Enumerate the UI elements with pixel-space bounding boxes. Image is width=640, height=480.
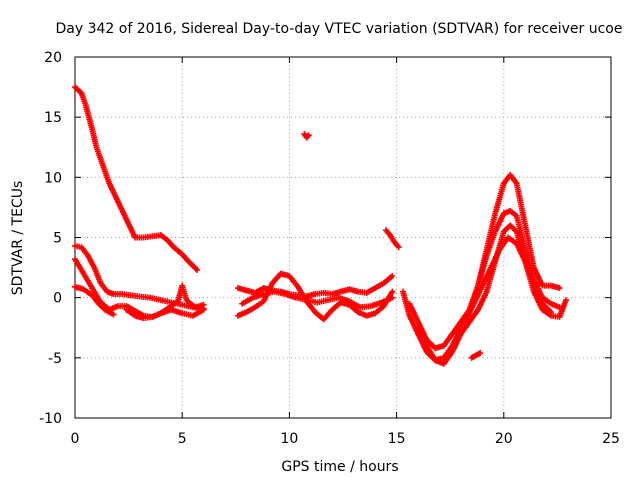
data-point <box>305 132 312 139</box>
data-point <box>556 285 563 292</box>
series-track-h <box>239 288 396 311</box>
x-tick-label: 0 <box>71 431 80 447</box>
y-tick-label: -10 <box>39 411 62 427</box>
data-point <box>395 244 402 251</box>
y-axis-label: SDTVAR / TECUs <box>10 181 26 296</box>
data-point <box>389 273 396 280</box>
axis-ticks: 0 5 10 15 20 25 -10 -5 0 5 10 15 20 <box>39 50 620 447</box>
series-track-j <box>382 227 402 251</box>
y-tick-label: 0 <box>53 291 62 307</box>
data-point <box>200 301 207 308</box>
y-tick-label: -5 <box>48 351 62 367</box>
series-track-e <box>123 282 207 322</box>
x-tick-label: 25 <box>602 431 620 447</box>
x-tick-label: 20 <box>495 431 513 447</box>
x-tick-label: 10 <box>280 431 298 447</box>
y-tick-label: 20 <box>44 50 62 66</box>
y-tick-label: 10 <box>44 170 62 186</box>
x-tick-label: 5 <box>178 431 187 447</box>
series-track-a <box>72 84 201 273</box>
series-track-b <box>72 242 207 312</box>
data-point <box>110 311 117 318</box>
x-axis-label: GPS time / hours <box>281 459 398 475</box>
y-tick-label: 15 <box>44 110 62 126</box>
data-point <box>389 288 396 295</box>
data-point <box>547 309 554 316</box>
data-point <box>389 294 396 301</box>
series-track-o <box>468 350 484 361</box>
series-track-n <box>462 234 554 325</box>
series-track-i <box>301 131 312 141</box>
data-point <box>477 350 484 357</box>
series-track-d <box>72 283 117 318</box>
y-tick-label: 5 <box>53 231 62 247</box>
data-points <box>72 84 569 367</box>
x-tick-label: 15 <box>388 431 406 447</box>
chart-title: Day 342 of 2016, Sidereal Day-to-day VTE… <box>56 21 623 37</box>
data-point <box>194 266 201 273</box>
data-point <box>562 297 569 304</box>
